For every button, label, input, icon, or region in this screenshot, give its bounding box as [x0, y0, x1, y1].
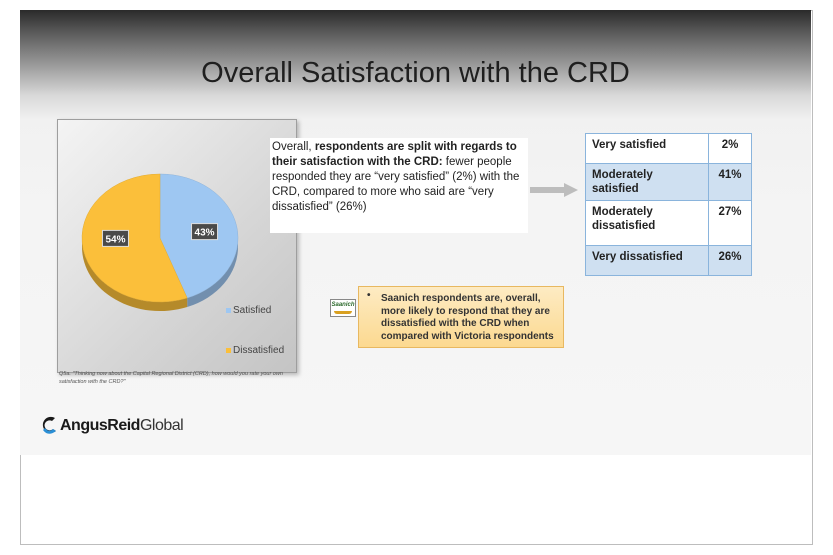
bullet-icon: • — [367, 290, 371, 301]
callout-prefix: Overall, — [272, 141, 315, 153]
callout-rest: fewer people responded they are “very sa… — [272, 156, 520, 213]
saanich-logo-bar — [334, 311, 352, 314]
row-label: Very satisfied — [585, 133, 709, 164]
summary-callout: Overall, respondents are split with rega… — [270, 138, 528, 233]
pie-chart-panel: 43% 54% Satisfied Dissatisfied — [57, 119, 297, 373]
pie-chart: 43% 54% — [81, 173, 239, 311]
saanich-note: • Saanich respondents are, overall, more… — [358, 286, 564, 348]
legend-swatch-satisfied — [226, 308, 231, 313]
saanich-note-text: Saanich respondents are, overall, more l… — [381, 293, 554, 342]
satisfaction-table: Very satisfied 2% Moderately satisfied 4… — [585, 133, 752, 276]
pie-slice-dissatisfied — [81, 173, 188, 303]
right-arrow-icon — [530, 183, 578, 197]
svg-text:43%: 43% — [195, 228, 215, 239]
row-value: 27% — [708, 200, 752, 246]
pie-data-label-dissatisfied: 54% — [101, 229, 129, 247]
table-row: Moderately satisfied 41% — [585, 163, 752, 201]
pie-data-label-satisfied: 43% — [191, 223, 219, 241]
angus-reid-swoosh-icon — [42, 416, 56, 434]
angus-reid-logo: AngusReidGlobal — [40, 416, 184, 436]
legend-item-satisfied: Satisfied — [226, 305, 271, 316]
legend-swatch-dissatisfied — [226, 348, 231, 353]
row-value: 41% — [708, 163, 752, 201]
pie-side-satisfied — [187, 238, 238, 307]
slide: Overall Satisfaction with the CRD 43% 54%… — [20, 10, 811, 455]
slide-title: Overall Satisfaction with the CRD — [201, 57, 630, 89]
row-label: Moderately dissatisfied — [585, 200, 709, 246]
legend-item-dissatisfied: Dissatisfied — [226, 345, 284, 356]
table-row: Moderately dissatisfied 27% — [585, 200, 752, 246]
pie-side-dissatisfied — [82, 238, 188, 311]
table-row: Very satisfied 2% — [585, 133, 752, 164]
svg-text:54%: 54% — [105, 234, 125, 245]
brand-text: AngusReidGlobal — [60, 417, 184, 435]
legend-label-satisfied: Satisfied — [233, 305, 272, 316]
row-value: 2% — [708, 133, 752, 164]
table-row: Very dissatisfied 26% — [585, 245, 752, 276]
row-value: 26% — [708, 245, 752, 276]
question-footnote: Q5a. "Thinking now about the Capital Reg… — [59, 371, 283, 385]
row-label: Very dissatisfied — [585, 245, 709, 276]
callout-bold: respondents are split with regards to th… — [272, 141, 517, 168]
brand-bold: AngusReid — [60, 417, 140, 434]
saanich-logo-text: Saanich — [331, 302, 355, 308]
brand-light: Global — [139, 417, 184, 434]
legend-label-dissatisfied: Dissatisfied — [233, 345, 285, 356]
row-label: Moderately satisfied — [585, 163, 709, 201]
saanich-logo: Saanich — [330, 299, 356, 317]
